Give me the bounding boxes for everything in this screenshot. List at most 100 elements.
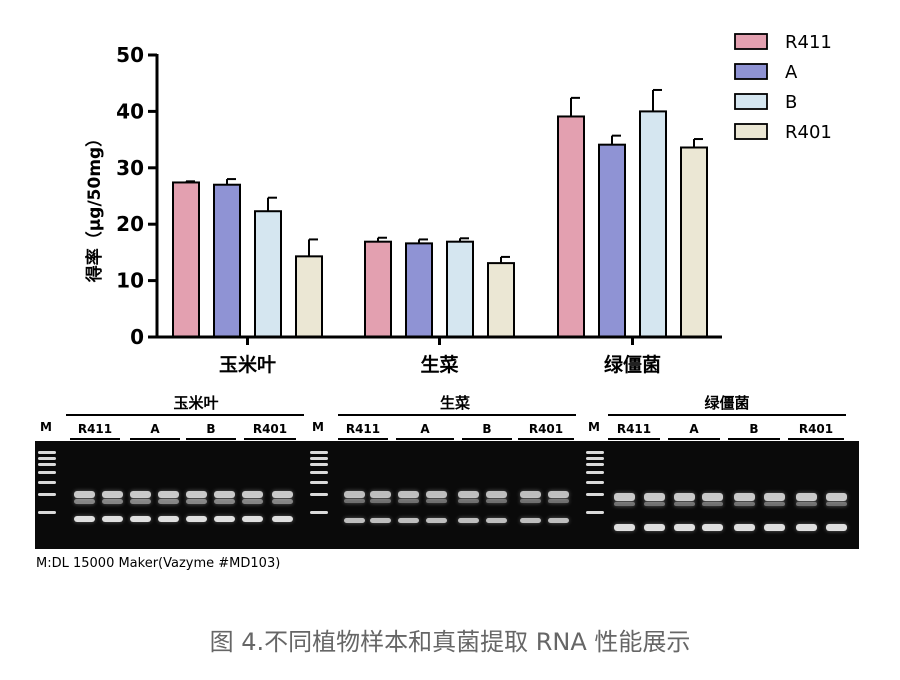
sample-band: [130, 516, 151, 522]
gel-lane-label: R411: [345, 422, 381, 436]
sample-band: [74, 491, 95, 498]
gel-lane-underline: [668, 438, 720, 440]
gel-lane-label: A: [420, 422, 430, 436]
ladder-band: [586, 451, 604, 454]
ladder-band: [586, 511, 604, 514]
sample-band: [796, 524, 817, 531]
ladder-band: [38, 457, 56, 460]
sample-band: [370, 518, 391, 523]
sample-band: [242, 499, 263, 504]
sample-band: [520, 491, 541, 498]
sample-band: [272, 516, 293, 522]
sample-band: [102, 491, 123, 498]
gel-marker-label: M: [588, 420, 600, 434]
sample-band: [826, 524, 847, 531]
bar: [557, 115, 585, 338]
sample-band: [344, 518, 365, 523]
ladder-band: [310, 457, 328, 460]
sample-band: [272, 491, 293, 498]
legend: R411 AB R401: [734, 32, 832, 143]
sample-band: [370, 499, 391, 503]
gel-group-line: [608, 414, 846, 416]
ladder-band: [310, 463, 328, 466]
sample-band: [130, 499, 151, 504]
sample-band: [644, 502, 665, 506]
sample-band: [674, 502, 695, 506]
sample-band: [214, 516, 235, 522]
sample-band: [158, 499, 179, 504]
sample-band: [242, 491, 263, 498]
sample-band: [214, 499, 235, 504]
gel-lane-label: R401: [798, 422, 834, 436]
sample-band: [426, 499, 447, 503]
bar: [639, 110, 667, 339]
sample-band: [702, 524, 723, 531]
gel-group-line: [338, 414, 576, 416]
sample-band: [734, 524, 755, 531]
sample-band: [674, 524, 695, 531]
gel-lane-label: B: [749, 422, 759, 436]
gel-panel: [35, 441, 307, 549]
sample-band: [644, 524, 665, 531]
x-axis: 玉米叶 生菜 绿僵菌: [156, 335, 722, 376]
ladder-band: [310, 493, 328, 496]
ladder-band: [586, 471, 604, 474]
sample-band: [186, 516, 207, 522]
gel-lane-underline: [70, 438, 120, 440]
gel-lane-label: R401: [252, 422, 288, 436]
gel-lane-label: R411: [616, 422, 652, 436]
sample-band: [130, 491, 151, 498]
sample-band: [158, 491, 179, 498]
sample-band: [674, 493, 695, 501]
x-tick-label: 玉米叶: [219, 353, 276, 376]
y-tick-label: 30: [116, 156, 144, 180]
gel-lane-label: B: [482, 422, 492, 436]
sample-band: [548, 499, 569, 503]
gel-lane-label: R401: [528, 422, 564, 436]
sample-band: [370, 491, 391, 498]
y-tick-label: 50: [116, 43, 144, 67]
gel-marker-label: M: [40, 420, 52, 434]
sample-band: [102, 499, 123, 504]
bar: [487, 262, 515, 338]
sample-band: [272, 499, 293, 504]
gel-lane-underline: [396, 438, 454, 440]
gel-lane-underline: [728, 438, 780, 440]
ladder-band: [310, 481, 328, 484]
sample-band: [764, 493, 785, 501]
x-tick-label: 绿僵菌: [604, 353, 661, 376]
legend-swatch: [734, 63, 768, 80]
ladder-band: [586, 493, 604, 496]
gel-group-title: 玉米叶: [173, 394, 219, 412]
ladder-band: [586, 457, 604, 460]
bars: [172, 88, 708, 339]
sample-band: [186, 499, 207, 504]
sample-band: [614, 493, 635, 501]
sample-band: [614, 524, 635, 531]
y-axis-label: 得率（μg/50mg）: [84, 130, 105, 283]
sample-band: [398, 499, 419, 503]
y-tick-label: 40: [116, 99, 144, 123]
legend-swatch: [734, 93, 768, 110]
sample-band: [614, 502, 635, 506]
bar: [295, 255, 323, 338]
sample-band: [764, 502, 785, 506]
marker-note: M:DL 15000 Maker(Vazyme #MD103): [36, 556, 281, 571]
gel-lane-label: A: [150, 422, 160, 436]
gel-group-title: 生菜: [439, 394, 470, 412]
gel-lane-label: A: [689, 422, 699, 436]
sample-band: [486, 499, 507, 503]
sample-band: [458, 518, 479, 523]
x-tick-label: 生菜: [420, 353, 458, 376]
sample-band: [186, 491, 207, 498]
sample-band: [520, 518, 541, 523]
sample-band: [520, 499, 541, 503]
sample-band: [458, 491, 479, 498]
legend-label: R411: [785, 32, 832, 53]
ladder-band: [310, 471, 328, 474]
sample-band: [796, 502, 817, 506]
gel-lane-underline: [608, 438, 660, 440]
sample-band: [826, 502, 847, 506]
ladder-band: [310, 511, 328, 514]
